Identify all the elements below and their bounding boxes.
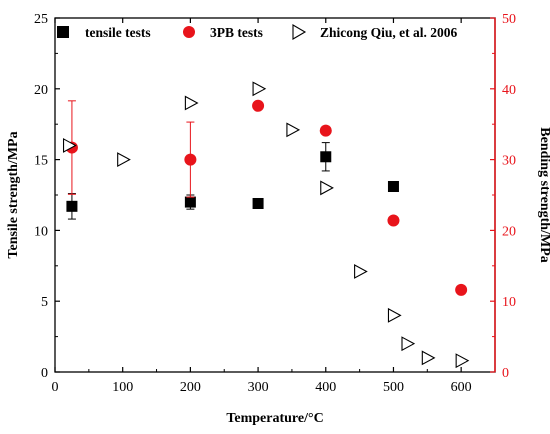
right-y-tick-label: 50 — [502, 12, 516, 27]
data-point-qiu — [387, 307, 402, 323]
x-tick-label: 400 — [315, 380, 336, 395]
x-tick-label: 300 — [248, 380, 269, 395]
x-tick-label: 0 — [52, 380, 59, 395]
data-point-qiu — [286, 122, 301, 138]
plot-frame — [54, 17, 496, 373]
x-axis-ticks: 0 100 200 300 400 500 600 — [52, 18, 472, 395]
left-y-axis-title: Tensile strength/MPa — [6, 131, 21, 258]
right-y-tick-label: 10 — [502, 295, 516, 310]
legend-label: Zhicong Qiu, et al. 2006 — [320, 25, 458, 40]
x-tick-label: 600 — [451, 380, 472, 395]
data-point-qiu — [455, 353, 470, 369]
x-axis-title: Temperature/°C — [226, 411, 323, 426]
right-y-tick-label: 40 — [502, 83, 516, 98]
data-point-3pb — [455, 283, 468, 296]
right-y-axis-title: Bending strength/MPa — [537, 127, 550, 262]
data-point-qiu — [184, 95, 199, 111]
data-point-qiu — [401, 336, 416, 352]
legend-marker-3pb — [183, 26, 195, 38]
right-y-tick-label: 30 — [502, 154, 516, 169]
legend-marker-qiu — [292, 24, 307, 40]
chart-marks — [62, 81, 470, 369]
x-tick-label: 500 — [383, 380, 404, 395]
data-point-3pb — [184, 153, 197, 166]
data-point-qiu — [117, 152, 131, 168]
x-tick-label: 100 — [112, 380, 133, 395]
data-point-3pb — [319, 124, 332, 137]
legend-label: 3PB tests — [210, 25, 263, 40]
data-point-qiu — [252, 81, 267, 97]
data-point-tensile — [387, 181, 399, 193]
left-y-tick-label: 20 — [34, 83, 48, 98]
data-point-qiu — [320, 180, 334, 196]
data-point-qiu — [354, 264, 368, 279]
data-point-qiu — [421, 350, 436, 366]
left-y-tick-label: 0 — [41, 366, 48, 381]
right-y-tick-label: 20 — [502, 224, 516, 239]
left-y-tick-label: 25 — [34, 12, 48, 27]
legend: tensile tests 3PB tests Zhicong Qiu, et al… — [57, 24, 458, 40]
right-y-axis-ticks: 0 10 20 30 40 50 — [490, 12, 516, 381]
legend-label: tensile tests — [85, 25, 151, 40]
data-point-tensile — [252, 197, 264, 209]
data-point-3pb — [387, 214, 400, 227]
data-point-3pb — [252, 99, 265, 112]
legend-marker-tensile — [57, 26, 69, 38]
data-point-tensile — [184, 196, 196, 208]
left-y-tick-label: 15 — [34, 154, 48, 169]
data-point-qiu — [62, 138, 77, 153]
x-tick-label: 200 — [180, 380, 201, 395]
left-y-tick-label: 10 — [34, 224, 48, 239]
left-y-tick-label: 5 — [41, 295, 48, 310]
right-y-tick-label: 0 — [502, 366, 509, 381]
data-point-tensile — [320, 151, 332, 163]
left-y-axis-ticks: 0 5 10 15 20 25 — [34, 12, 60, 381]
data-point-tensile — [66, 200, 78, 212]
